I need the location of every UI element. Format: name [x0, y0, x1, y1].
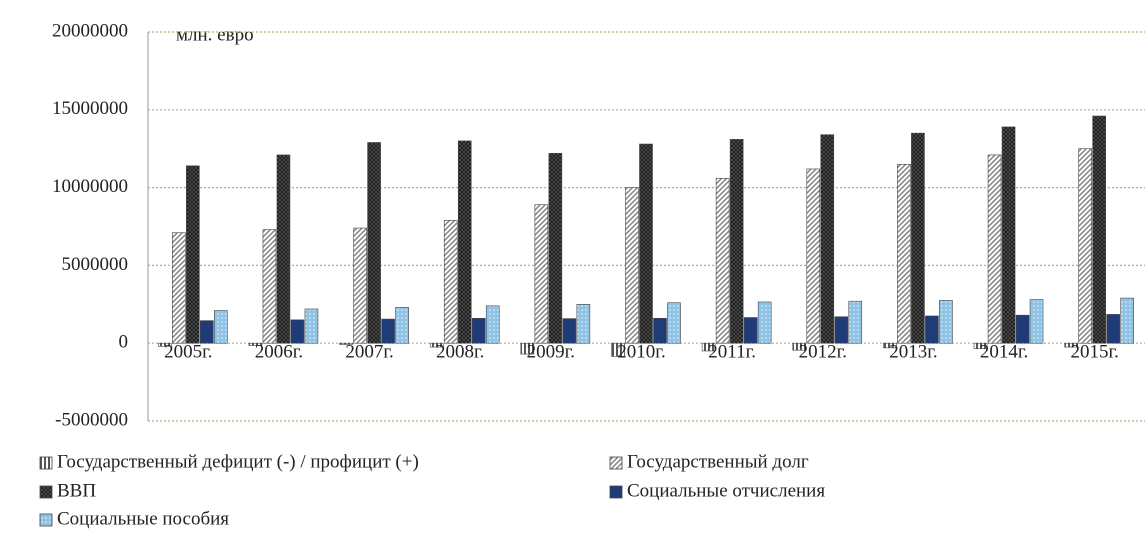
bar	[339, 342, 353, 345]
bar	[158, 342, 172, 347]
bar	[172, 232, 186, 344]
bar	[395, 307, 409, 344]
bar	[883, 342, 897, 349]
y-tick-label: 10000000	[52, 176, 128, 197]
x-tick-label: 2005г.	[164, 342, 212, 363]
bar	[1015, 314, 1030, 344]
bar	[429, 342, 444, 348]
bar	[353, 227, 367, 344]
bar	[925, 315, 939, 344]
bar	[576, 303, 591, 344]
y-tick-label: 0	[119, 332, 129, 353]
x-tick-label: 2015г.	[1070, 342, 1118, 363]
x-tick-label: 2010г.	[617, 342, 665, 363]
legend-label: Государственный дефицит (-) / профицит (…	[57, 451, 419, 472]
bar	[1106, 314, 1120, 344]
bar	[1092, 115, 1106, 344]
bar	[806, 168, 821, 344]
bar	[911, 132, 925, 344]
bar	[1064, 342, 1078, 348]
x-tick-label: 2012г.	[799, 342, 847, 363]
bar	[701, 342, 716, 352]
bar	[820, 134, 835, 344]
bar	[667, 302, 681, 344]
legend-label: Государственный долг	[627, 451, 809, 472]
bar	[262, 229, 277, 344]
bar	[897, 163, 911, 344]
x-tick-label: 2008г.	[436, 342, 484, 363]
legend-swatch	[39, 513, 53, 527]
bar	[248, 342, 263, 346]
bar	[290, 319, 305, 344]
x-tick-label: 2006г.	[255, 342, 303, 363]
bar	[381, 318, 395, 344]
bar	[715, 177, 730, 344]
x-tick-label: 2009г.	[527, 342, 575, 363]
bar	[1120, 297, 1134, 344]
bar	[214, 310, 228, 344]
bar	[276, 154, 291, 344]
bar	[471, 318, 486, 344]
bar	[757, 301, 772, 344]
y-axis-label: млн. евро	[176, 24, 254, 45]
legend-swatch	[609, 485, 623, 499]
bar	[562, 318, 577, 344]
bar	[457, 140, 472, 344]
bar	[548, 153, 563, 344]
bar	[939, 300, 953, 344]
y-tick-label: 5000000	[62, 254, 129, 275]
bar	[729, 139, 744, 344]
x-tick-label: 2013г.	[889, 342, 937, 363]
bar	[848, 300, 863, 344]
legend-swatch	[39, 485, 53, 499]
bar	[792, 342, 807, 351]
bar	[443, 219, 458, 344]
bar	[834, 316, 849, 344]
legend-swatch	[609, 456, 623, 470]
bar	[485, 305, 500, 344]
legend-label: Социальные пособия	[57, 508, 229, 529]
bar	[973, 342, 988, 349]
bar	[639, 143, 653, 344]
bar	[1001, 126, 1016, 344]
legend-label: Социальные отчисления	[627, 480, 825, 501]
bar	[611, 342, 625, 357]
y-tick-label: 15000000	[52, 98, 128, 119]
bar	[625, 187, 639, 344]
y-tick-label: -5000000	[55, 409, 128, 430]
bar	[200, 320, 214, 344]
legend-label: ВВП	[57, 480, 96, 501]
bar	[367, 142, 381, 344]
bar	[186, 165, 200, 344]
x-tick-label: 2007г.	[345, 342, 393, 363]
bar	[743, 317, 758, 344]
bar	[1029, 299, 1044, 344]
x-tick-label: 2011г.	[708, 342, 756, 363]
x-tick-label: 2014г.	[980, 342, 1028, 363]
bar	[1078, 148, 1092, 344]
bar	[653, 318, 667, 344]
bar	[534, 204, 549, 344]
legend-swatch	[39, 456, 53, 470]
bar	[304, 308, 319, 344]
y-tick-label: 20000000	[52, 20, 128, 41]
bar	[987, 154, 1002, 344]
bar	[520, 342, 535, 355]
